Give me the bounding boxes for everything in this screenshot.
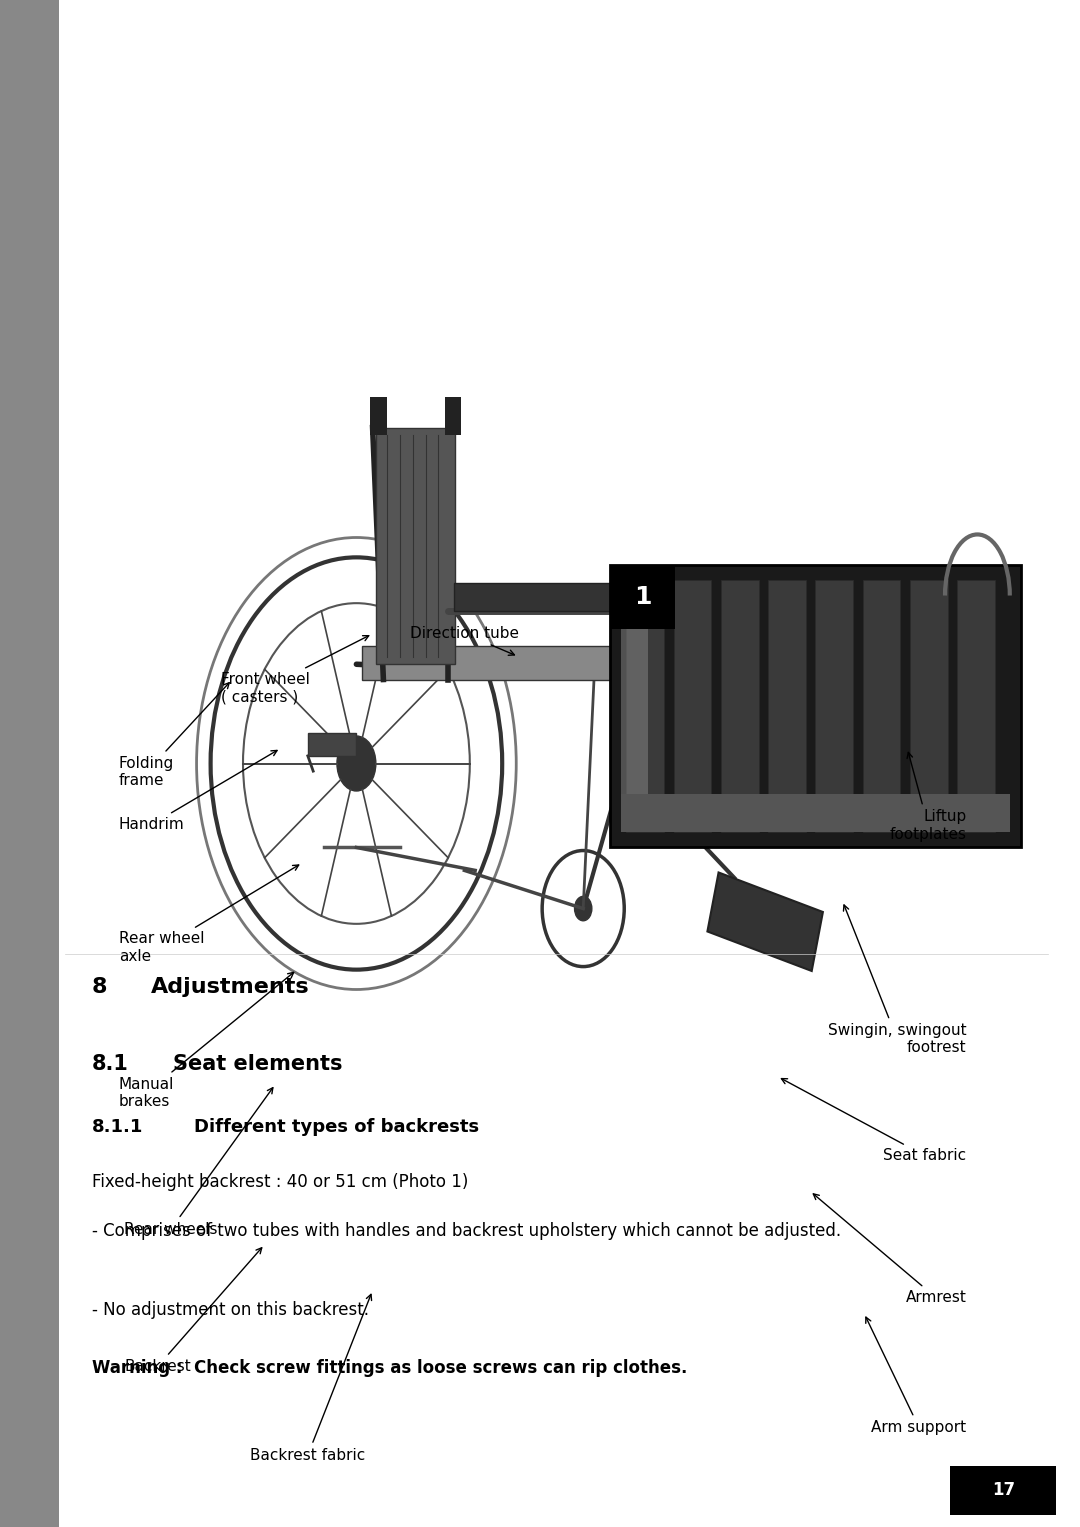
Bar bbox=[621, 580, 648, 832]
Bar bbox=[370, 397, 387, 435]
Bar bbox=[721, 580, 759, 832]
Text: - Comprises of two tubes with handles and backrest upholstery which cannot be ad: - Comprises of two tubes with handles an… bbox=[92, 1222, 841, 1240]
Text: Folding
frame: Folding frame bbox=[119, 683, 229, 788]
Bar bbox=[621, 794, 1010, 832]
Text: Manual
brakes: Manual brakes bbox=[119, 973, 294, 1109]
Text: Armrest: Armrest bbox=[813, 1194, 967, 1306]
Bar bbox=[674, 580, 712, 832]
Text: Adjustments: Adjustments bbox=[151, 977, 310, 997]
Text: - No adjustment on this backrest.: - No adjustment on this backrest. bbox=[92, 1301, 368, 1319]
Text: 8.1: 8.1 bbox=[92, 1054, 129, 1073]
Bar bbox=[70, 565, 1048, 947]
Bar bbox=[863, 580, 901, 832]
Bar bbox=[610, 565, 1021, 847]
Circle shape bbox=[575, 896, 592, 921]
Text: Direction tube: Direction tube bbox=[410, 626, 518, 655]
Text: Liftup
footplates: Liftup footplates bbox=[890, 753, 967, 841]
Text: Swingin, swingout
footrest: Swingin, swingout footrest bbox=[828, 906, 967, 1055]
Text: Warning :  Check screw fittings as loose screws can rip clothes.: Warning : Check screw fittings as loose … bbox=[92, 1359, 687, 1377]
Bar bbox=[454, 583, 659, 611]
Text: 8.1.1: 8.1.1 bbox=[92, 1118, 144, 1136]
Bar bbox=[768, 580, 806, 832]
Bar bbox=[626, 580, 664, 832]
Bar bbox=[445, 397, 461, 435]
Bar bbox=[0, 0, 59, 1527]
Text: Fixed-height backrest : 40 or 51 cm (Photo 1): Fixed-height backrest : 40 or 51 cm (Pho… bbox=[92, 1173, 468, 1191]
Text: 17: 17 bbox=[991, 1481, 1015, 1500]
Bar bbox=[950, 1466, 1056, 1515]
Bar bbox=[815, 580, 853, 832]
Text: Rear wheel
axle: Rear wheel axle bbox=[119, 864, 299, 964]
Text: Different types of backrests: Different types of backrests bbox=[194, 1118, 480, 1136]
Text: Backrest: Backrest bbox=[124, 1248, 261, 1374]
Bar bbox=[957, 580, 995, 832]
Bar bbox=[362, 646, 653, 680]
Bar bbox=[909, 580, 948, 832]
Text: Backrest fabric: Backrest fabric bbox=[251, 1295, 372, 1463]
Bar bbox=[376, 428, 455, 664]
Text: 8: 8 bbox=[92, 977, 107, 997]
Bar bbox=[707, 872, 823, 971]
Bar bbox=[308, 733, 356, 756]
Text: Front wheel
( casters ): Front wheel ( casters ) bbox=[221, 635, 368, 704]
Text: Handrim: Handrim bbox=[119, 750, 278, 832]
Text: Seat fabric: Seat fabric bbox=[782, 1078, 967, 1164]
Circle shape bbox=[337, 736, 376, 791]
Text: Arm support: Arm support bbox=[866, 1318, 967, 1435]
Text: Rear wheels: Rear wheels bbox=[124, 1087, 273, 1237]
Text: Seat elements: Seat elements bbox=[173, 1054, 342, 1073]
Text: 1: 1 bbox=[634, 585, 651, 609]
Bar bbox=[610, 565, 675, 629]
